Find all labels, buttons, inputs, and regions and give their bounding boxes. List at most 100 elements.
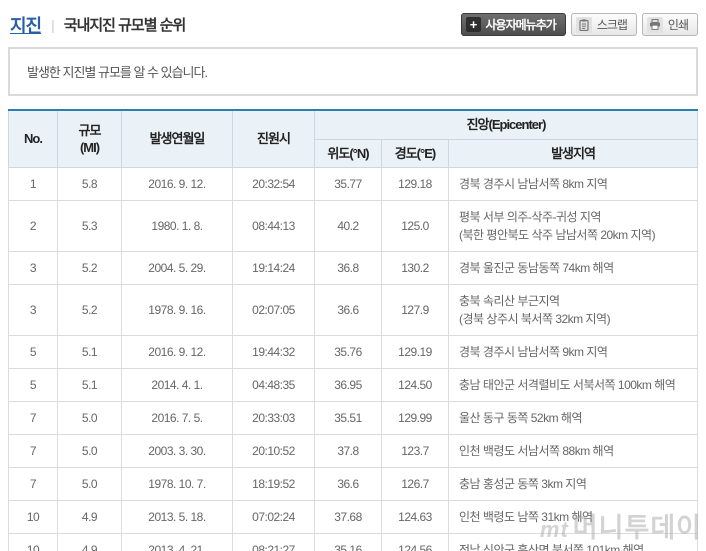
add-user-menu-button[interactable]: + 사용자메뉴추가 bbox=[460, 13, 566, 36]
cell-region: 경북 경주시 남남서쪽 8km 지역 bbox=[448, 167, 698, 202]
print-label: 인쇄 bbox=[667, 18, 689, 32]
col-header-origin-time: 진원시 bbox=[232, 109, 315, 169]
cell-region: 충남 태안군 서격렬비도 서북서쪽 100km 해역 bbox=[448, 368, 698, 403]
print-button[interactable]: 인쇄 bbox=[641, 13, 698, 36]
cell-date: 2016. 9. 12. bbox=[121, 167, 233, 202]
cell-origin-time: 08:44:13 bbox=[232, 200, 315, 253]
cell-magnitude: 5.1 bbox=[57, 368, 122, 403]
table-row: 3 5.2 2004. 5. 29. 19:14:24 36.8 130.2 경… bbox=[8, 251, 698, 286]
cell-longitude: 130.2 bbox=[381, 251, 449, 286]
cell-origin-time: 18:19:52 bbox=[232, 467, 315, 502]
cell-latitude: 36.6 bbox=[314, 467, 382, 502]
col-header-no: No. bbox=[8, 109, 58, 169]
page-title: 국내지진 규모별 순위 bbox=[63, 17, 187, 34]
col-header-latitude: 위도(°N) bbox=[314, 138, 382, 169]
cell-longitude: 126.7 bbox=[381, 467, 449, 502]
col-header-region: 발생지역 bbox=[448, 138, 698, 169]
table-row: 7 5.0 1978. 10. 7. 18:19:52 36.6 126.7 충… bbox=[8, 467, 698, 502]
cell-origin-time: 20:10:52 bbox=[232, 434, 315, 469]
cell-no: 2 bbox=[8, 200, 58, 253]
printer-icon bbox=[646, 16, 663, 33]
cell-region: 충남 홍성군 동쪽 3km 지역 bbox=[448, 467, 698, 502]
cell-origin-time: 19:44:32 bbox=[232, 335, 315, 370]
cell-longitude: 124.63 bbox=[381, 500, 449, 535]
earthquake-rank-table: No. 규모 (MI) 발생연월일 진원시 진앙(Epicenter) 위도(°… bbox=[8, 109, 698, 551]
cell-latitude: 37.8 bbox=[314, 434, 382, 469]
col-header-longitude: 경도(°E) bbox=[381, 138, 449, 169]
breadcrumb: 지진 | 국내지진 규모별 순위 bbox=[10, 12, 187, 38]
cell-magnitude: 5.0 bbox=[57, 434, 122, 469]
table-row: 5 5.1 2014. 4. 1. 04:48:35 36.95 124.50 … bbox=[8, 368, 698, 403]
cell-no: 10 bbox=[8, 500, 58, 535]
cell-no: 5 bbox=[8, 368, 58, 403]
cell-region: 인천 백령도 서남서쪽 88km 해역 bbox=[448, 434, 698, 469]
cell-date: 2013. 4. 21. bbox=[121, 533, 233, 551]
cell-latitude: 35.76 bbox=[314, 335, 382, 370]
cell-latitude: 40.2 bbox=[314, 200, 382, 253]
cell-no: 1 bbox=[8, 167, 58, 202]
notice-box: 발생한 지진별 규모를 알 수 있습니다. bbox=[8, 47, 698, 96]
col-header-date: 발생연월일 bbox=[121, 109, 233, 169]
toolbar: + 사용자메뉴추가 스크랩 bbox=[460, 13, 698, 36]
cell-latitude: 35.51 bbox=[314, 401, 382, 436]
cell-region: 전남 신안군 흑산면 북서쪽 101km 해역 bbox=[448, 533, 698, 551]
table-body: 1 5.8 2016. 9. 12. 20:32:54 35.77 129.18… bbox=[8, 167, 698, 551]
cell-magnitude: 5.1 bbox=[57, 335, 122, 370]
table-row: 3 5.2 1978. 9. 16. 02:07:05 36.6 127.9 충… bbox=[8, 284, 698, 337]
cell-origin-time: 02:07:05 bbox=[232, 284, 315, 337]
cell-longitude: 123.7 bbox=[381, 434, 449, 469]
scrap-icon bbox=[575, 16, 592, 33]
cell-no: 5 bbox=[8, 335, 58, 370]
table-row: 7 5.0 2016. 7. 5. 20:33:03 35.51 129.99 … bbox=[8, 401, 698, 436]
cell-longitude: 127.9 bbox=[381, 284, 449, 337]
cell-no: 3 bbox=[8, 284, 58, 337]
col-header-epicenter: 진앙(Epicenter) bbox=[314, 109, 698, 140]
table-row: 10 4.9 2013. 5. 18. 07:02:24 37.68 124.6… bbox=[8, 500, 698, 535]
cell-region: 평북 서부 의주-삭주-귀성 지역 (북한 평안북도 삭주 남남서쪽 20km … bbox=[448, 200, 698, 253]
cell-origin-time: 04:48:35 bbox=[232, 368, 315, 403]
cell-region: 울산 동구 동쪽 52km 해역 bbox=[448, 401, 698, 436]
cell-date: 2004. 5. 29. bbox=[121, 251, 233, 286]
cell-origin-time: 20:32:54 bbox=[232, 167, 315, 202]
cell-no: 10 bbox=[8, 533, 58, 551]
cell-date: 2003. 3. 30. bbox=[121, 434, 233, 469]
cell-latitude: 36.6 bbox=[314, 284, 382, 337]
cell-date: 1978. 9. 16. bbox=[121, 284, 233, 337]
table-row: 2 5.3 1980. 1. 8. 08:44:13 40.2 125.0 평북… bbox=[8, 200, 698, 253]
title-separator: | bbox=[51, 16, 55, 33]
cell-longitude: 129.18 bbox=[381, 167, 449, 202]
table-row: 10 4.9 2013. 4. 21. 08:21:27 35.16 124.5… bbox=[8, 533, 698, 551]
cell-date: 2014. 4. 1. bbox=[121, 368, 233, 403]
cell-region: 경북 울진군 동남동쪽 74km 해역 bbox=[448, 251, 698, 286]
page-header: 지진 | 국내지진 규모별 순위 + 사용자메뉴추가 스크랩 bbox=[0, 0, 706, 38]
cell-date: 2016. 7. 5. bbox=[121, 401, 233, 436]
cell-latitude: 35.77 bbox=[314, 167, 382, 202]
cell-no: 7 bbox=[8, 467, 58, 502]
cell-longitude: 124.56 bbox=[381, 533, 449, 551]
cell-longitude: 129.19 bbox=[381, 335, 449, 370]
cell-latitude: 36.95 bbox=[314, 368, 382, 403]
cell-region: 인천 백령도 남쪽 31km 해역 bbox=[448, 500, 698, 535]
cell-magnitude: 5.2 bbox=[57, 284, 122, 337]
cell-no: 7 bbox=[8, 401, 58, 436]
cell-date: 2016. 9. 12. bbox=[121, 335, 233, 370]
table-row: 1 5.8 2016. 9. 12. 20:32:54 35.77 129.18… bbox=[8, 167, 698, 202]
cell-date: 1978. 10. 7. bbox=[121, 467, 233, 502]
col-header-magnitude: 규모 (MI) bbox=[57, 109, 122, 169]
cell-no: 3 bbox=[8, 251, 58, 286]
cell-date: 1980. 1. 8. bbox=[121, 200, 233, 253]
table-header: No. 규모 (MI) 발생연월일 진원시 진앙(Epicenter) 위도(°… bbox=[8, 109, 698, 169]
scrap-button[interactable]: 스크랩 bbox=[570, 13, 637, 36]
plus-icon: + bbox=[465, 17, 481, 32]
category-title: 지진 bbox=[10, 15, 42, 36]
cell-longitude: 129.99 bbox=[381, 401, 449, 436]
notice-text: 발생한 지진별 규모를 알 수 있습니다. bbox=[27, 65, 208, 80]
cell-magnitude: 5.0 bbox=[57, 401, 122, 436]
cell-no: 7 bbox=[8, 434, 58, 469]
cell-latitude: 36.8 bbox=[314, 251, 382, 286]
cell-magnitude: 5.3 bbox=[57, 200, 122, 253]
cell-longitude: 125.0 bbox=[381, 200, 449, 253]
cell-magnitude: 4.9 bbox=[57, 500, 122, 535]
cell-magnitude: 5.2 bbox=[57, 251, 122, 286]
cell-longitude: 124.50 bbox=[381, 368, 449, 403]
